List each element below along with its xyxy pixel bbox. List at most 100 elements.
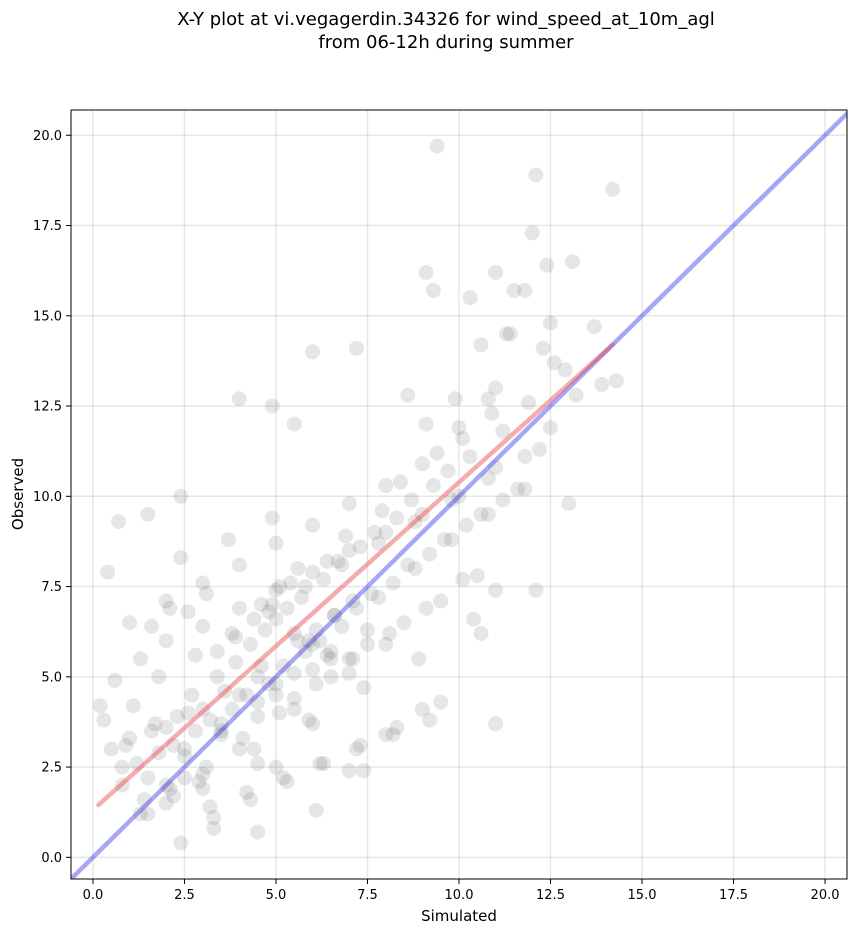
scatter-point <box>488 380 504 396</box>
scatter-point <box>286 665 302 681</box>
scatter-point <box>495 423 511 439</box>
scatter-point <box>242 636 258 652</box>
scatter-point <box>191 774 207 789</box>
scatter-point <box>180 604 196 620</box>
scatter-point <box>543 420 558 436</box>
scatter-point <box>305 344 321 360</box>
scatter-point <box>166 737 181 753</box>
scatter-point <box>290 561 306 576</box>
scatter-point <box>308 676 324 692</box>
scatter-point <box>488 459 504 475</box>
scatter-point <box>422 546 438 562</box>
y-tick-label: 7.5 <box>41 580 62 595</box>
scatter-point <box>228 629 244 645</box>
scatter-point <box>96 712 112 728</box>
scatter-point <box>356 680 372 696</box>
scatter-point <box>407 514 423 530</box>
scatter-point <box>323 651 339 667</box>
scatter-point <box>360 622 375 638</box>
scatter-point <box>433 694 449 710</box>
scatter-point <box>469 568 485 584</box>
y-tick-label: 5.0 <box>41 670 62 685</box>
scatter-point <box>169 709 185 724</box>
scatter-point <box>246 741 262 757</box>
scatter-point <box>363 586 379 602</box>
x-tick-label: 5.0 <box>266 888 287 903</box>
scatter-point <box>114 759 130 775</box>
scatter-point <box>158 777 174 793</box>
scatter-point <box>524 225 540 241</box>
scatter-point <box>352 539 368 555</box>
scatter-point <box>92 698 108 714</box>
scatter-point <box>272 579 288 595</box>
scatter-point <box>231 600 247 616</box>
scatter-point <box>305 517 321 533</box>
scatter-point <box>122 730 138 746</box>
scatter-point <box>378 524 394 540</box>
scatter-point <box>202 799 218 815</box>
regression-line <box>96 342 615 808</box>
scatter-point <box>231 741 247 757</box>
scatter-point <box>411 651 427 667</box>
scatter-point <box>202 712 218 728</box>
scatter-point <box>407 561 423 576</box>
y-axis: 0.0 2.5 5.0 7.5 10.0 12.5 15.0 17.5 20.0 <box>33 129 71 866</box>
scatter-point <box>345 593 361 609</box>
scatter-point <box>517 481 533 497</box>
scatter-point <box>118 737 134 753</box>
scatter-point <box>414 456 430 472</box>
scatter-point <box>209 644 225 659</box>
scatter-point <box>488 582 504 598</box>
scatter-point <box>385 575 401 591</box>
chart-title-line-1: X-Y plot at vi.vegagerdin.34326 for wind… <box>177 9 715 30</box>
scatter-point <box>250 756 266 771</box>
scatter-point <box>224 701 240 717</box>
scatter-point <box>561 496 577 511</box>
scatter-point <box>389 719 405 735</box>
x-tick-label: 7.5 <box>357 888 378 903</box>
scatter-point <box>414 506 430 522</box>
scatter-point <box>261 604 277 620</box>
scatter-point <box>418 600 434 616</box>
scatter-point <box>484 405 500 421</box>
scatter-point <box>389 510 405 526</box>
scatter-point <box>195 618 211 634</box>
identity-line <box>71 111 847 879</box>
x-tick-label: 0.0 <box>83 888 104 903</box>
scatter-point <box>308 802 324 818</box>
scatter-point <box>323 644 339 659</box>
scatter-point <box>319 647 335 663</box>
scatter-point <box>286 626 302 641</box>
scatter-point <box>327 607 342 623</box>
scatter-point <box>473 626 489 641</box>
x-tick-label: 2.5 <box>174 888 195 903</box>
scatter-point <box>268 759 284 775</box>
scatter-point <box>338 528 353 544</box>
scatter-point <box>506 283 522 298</box>
scatter-points <box>92 138 624 851</box>
x-tick-label: 20.0 <box>811 888 840 903</box>
scatter-point <box>378 727 394 743</box>
scatter-point <box>144 723 159 739</box>
x-tick-label: 10.0 <box>445 888 474 903</box>
scatter-point <box>341 543 357 558</box>
y-tick-label: 0.0 <box>41 851 62 866</box>
scatter-point <box>257 622 273 638</box>
scatter-point <box>425 283 441 298</box>
scatter-point <box>349 600 364 616</box>
scatter-point <box>488 265 504 280</box>
x-axis-label: Simulated <box>421 907 497 925</box>
scatter-point <box>444 492 460 508</box>
scatter-point <box>268 611 284 627</box>
y-tick-label: 10.0 <box>33 490 62 505</box>
scatter-point <box>414 701 430 717</box>
scatter-point <box>275 658 291 674</box>
scatter-point <box>129 756 145 771</box>
scatter-point <box>213 723 229 739</box>
scatter-point <box>451 420 467 436</box>
scatter-point <box>173 550 189 566</box>
scatter-point <box>334 618 350 634</box>
grid-lines <box>71 110 847 879</box>
scatter-point <box>517 449 533 465</box>
scatter-point <box>349 340 364 356</box>
